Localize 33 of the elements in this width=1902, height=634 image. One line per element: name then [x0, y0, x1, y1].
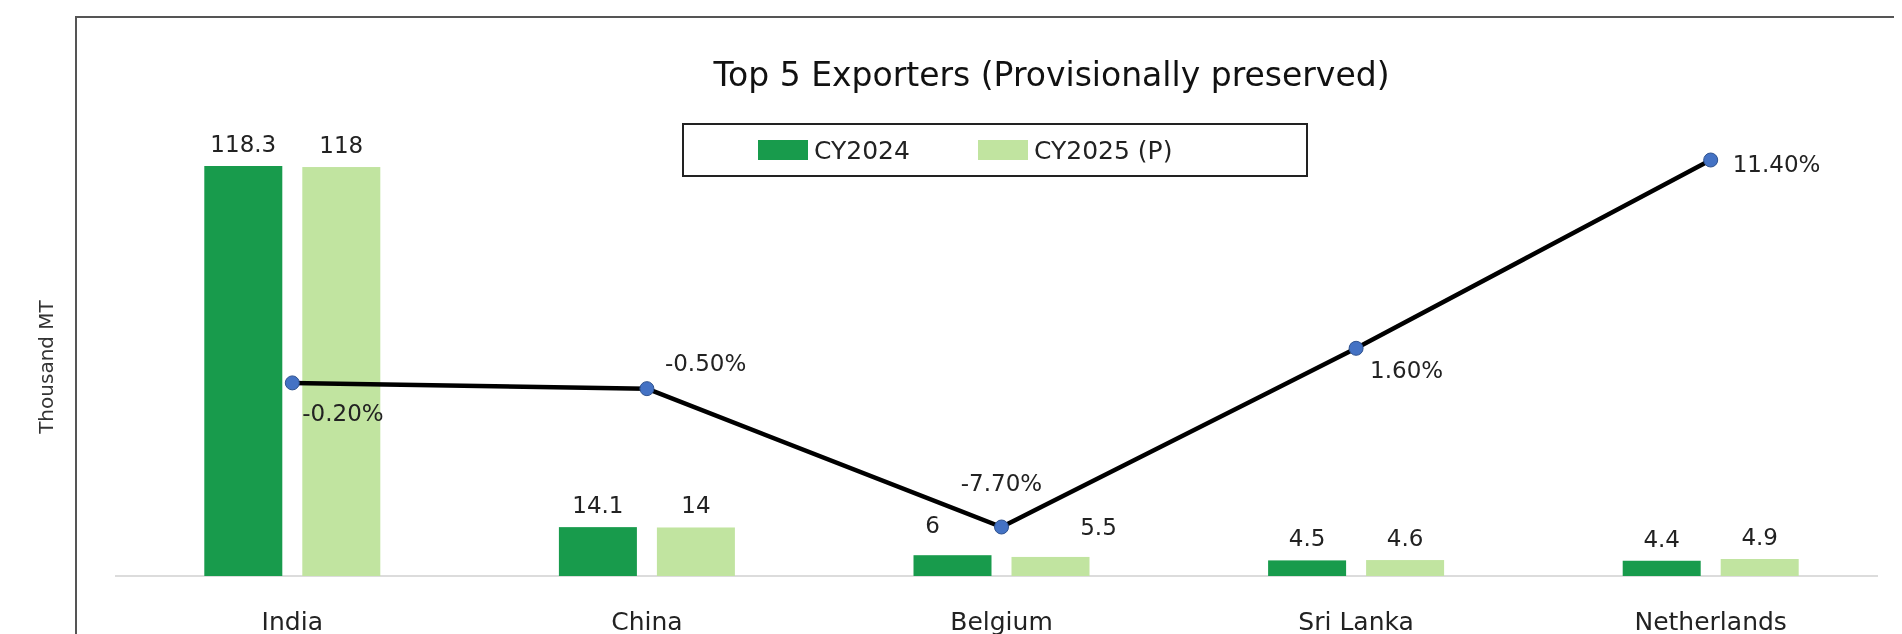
data-label: 14.1: [572, 492, 624, 519]
data-label: -7.70%: [960, 470, 1043, 496]
data-label: 1.60%: [1370, 357, 1444, 384]
x-tick-label: Sri Lanka: [1298, 607, 1414, 634]
bar: [558, 527, 637, 576]
bar: [1268, 560, 1347, 576]
data-label: 5.5: [1080, 513, 1117, 540]
legend-label: CY2024: [814, 136, 910, 165]
data-label: 11.40%: [1732, 151, 1821, 177]
data-label: 6: [925, 512, 940, 539]
bar: [1720, 559, 1799, 576]
x-tick-label: Netherlands: [1634, 607, 1787, 634]
x-tick-label: China: [611, 607, 683, 634]
data-label: -0.20%: [302, 399, 384, 426]
bar: [302, 167, 381, 576]
data-label: 118.3: [210, 131, 277, 157]
data-label: 4.5: [1288, 525, 1326, 552]
data-label: 4.6: [1386, 525, 1424, 552]
data-label: -0.50%: [664, 349, 747, 376]
data-label: 118: [319, 132, 364, 159]
data-label: 4.4: [1643, 525, 1680, 552]
bar: [1011, 556, 1090, 576]
legend-label: CY2025 (P): [1034, 136, 1173, 165]
chart-title: Top 5 Exporters (Provisionally preserved): [712, 55, 1390, 94]
bar: [1366, 560, 1445, 576]
bar: [1622, 560, 1701, 576]
bar: [913, 555, 992, 576]
x-tick-label: India: [261, 607, 323, 634]
bar: [204, 166, 283, 576]
data-label: 14: [681, 492, 711, 519]
bar: [656, 527, 735, 576]
y-axis-title: Thousand MT: [34, 299, 58, 435]
data-label: 4.9: [1741, 524, 1778, 551]
